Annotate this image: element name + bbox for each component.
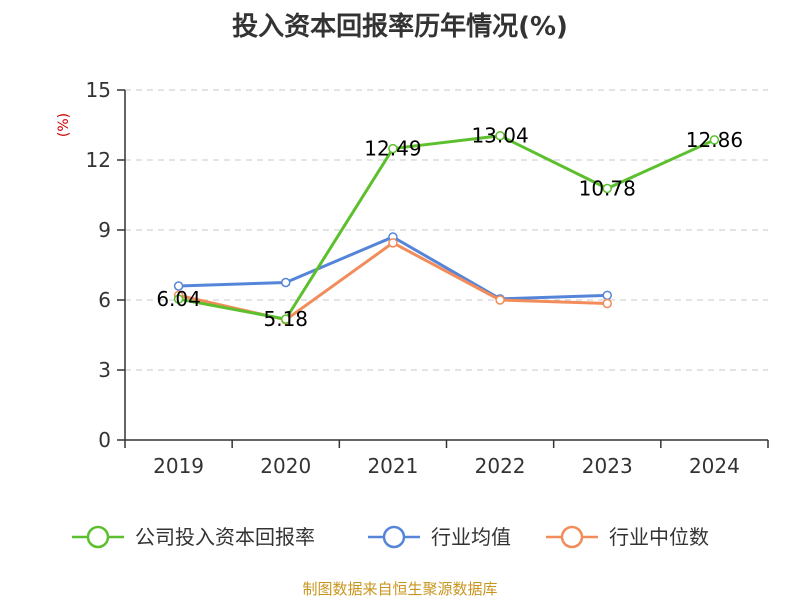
legend-label: 公司投入资本回报率 [135, 525, 315, 549]
legend[interactable]: 公司投入资本回报率 行业均值 行业中位数 [72, 525, 709, 549]
legend-item[interactable]: 公司投入资本回报率 [72, 525, 315, 549]
data-point [281, 314, 291, 324]
data-point [388, 238, 398, 248]
data-label: 12.49 [364, 137, 421, 161]
data-labels: 6.04 5.18 12.49 13.04 10.78 12.86 [156, 124, 743, 331]
x-tick-label: 2021 [367, 454, 418, 478]
y-axis-label: (%) [56, 113, 72, 137]
data-point [602, 183, 612, 194]
x-tick-label: 2019 [153, 454, 204, 478]
data-label: 13.04 [471, 124, 528, 148]
y-tick-label: 0 [98, 428, 111, 452]
data-point [495, 295, 505, 305]
x-tick-label: 2022 [475, 454, 526, 478]
data-label: 6.04 [156, 287, 201, 311]
y-tick-label: 6 [98, 288, 111, 312]
series-line-2 [178, 241, 608, 322]
legend-marker [382, 525, 406, 549]
data-point [281, 277, 291, 288]
legend-label: 行业均值 [431, 525, 511, 549]
data-point [709, 135, 720, 145]
series-line-0 [178, 134, 716, 321]
y-tick-label: 9 [98, 218, 111, 242]
axes: 0 3 6 9 12 15 2019 2020 2021 2022 2023 2024 [86, 78, 769, 478]
y-tick-label: 12 [86, 148, 111, 172]
series-group [173, 130, 720, 325]
data-point [173, 281, 184, 291]
legend-label: 行业中位数 [609, 525, 709, 549]
chart-title: 投入资本回报率历年情况(%) [232, 11, 568, 42]
data-point [388, 143, 398, 154]
y-tick-label: 15 [86, 78, 111, 102]
data-label: 12.86 [686, 128, 743, 152]
grid-lines [125, 89, 768, 371]
data-point [602, 290, 612, 301]
legend-marker [86, 525, 110, 549]
x-tick-label: 2023 [582, 454, 633, 478]
legend-marker [560, 525, 584, 549]
data-label: 10.78 [579, 176, 636, 200]
y-tick-label: 3 [98, 358, 111, 382]
data-point [173, 294, 184, 304]
data-point [602, 298, 612, 309]
data-point [495, 130, 505, 141]
x-tick-label: 2024 [689, 454, 740, 478]
data-label: 5.18 [263, 307, 308, 331]
legend-item[interactable]: 行业中位数 [546, 525, 709, 549]
legend-item[interactable]: 行业均值 [368, 525, 511, 549]
source-note: 制图数据来自恒生聚源数据库 [302, 580, 497, 598]
x-tick-label: 2020 [260, 454, 311, 478]
